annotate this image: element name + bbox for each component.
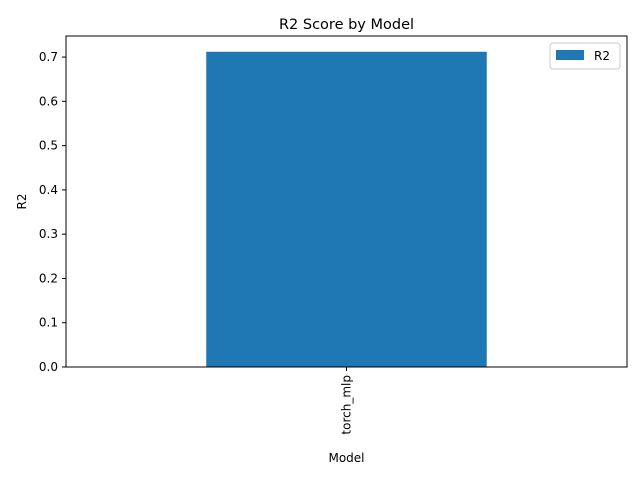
bar-torch_mlp [206, 51, 487, 368]
y-tick-label: 0.4 [39, 183, 58, 197]
legend-swatch [556, 50, 584, 60]
axes-frame [65, 35, 628, 368]
y-tick-label: 0.1 [39, 316, 58, 330]
y-tick-label: 0.3 [39, 227, 58, 241]
y-tick-label: 0.5 [39, 139, 58, 153]
y-axis-label: R2 [15, 194, 29, 210]
legend-label: R2 [594, 49, 610, 63]
y-tick-label: 0.0 [39, 360, 58, 374]
plot-area [206, 51, 487, 368]
legend-box [549, 42, 621, 70]
y-tick-label: 0.2 [39, 271, 58, 285]
y-tick-label: 0.6 [39, 94, 58, 108]
y-axis: 0.0 0.1 0.2 0.3 0.4 0.5 0.6 0.7 [39, 50, 66, 374]
x-axis: torch_mlp [340, 367, 354, 435]
x-axis-label: Model [328, 451, 364, 465]
legend: R2 [549, 42, 621, 70]
chart-title: R2 Score by Model [279, 17, 414, 33]
y-tick-label: 0.7 [39, 50, 58, 64]
x-tick-label: torch_mlp [340, 375, 354, 435]
